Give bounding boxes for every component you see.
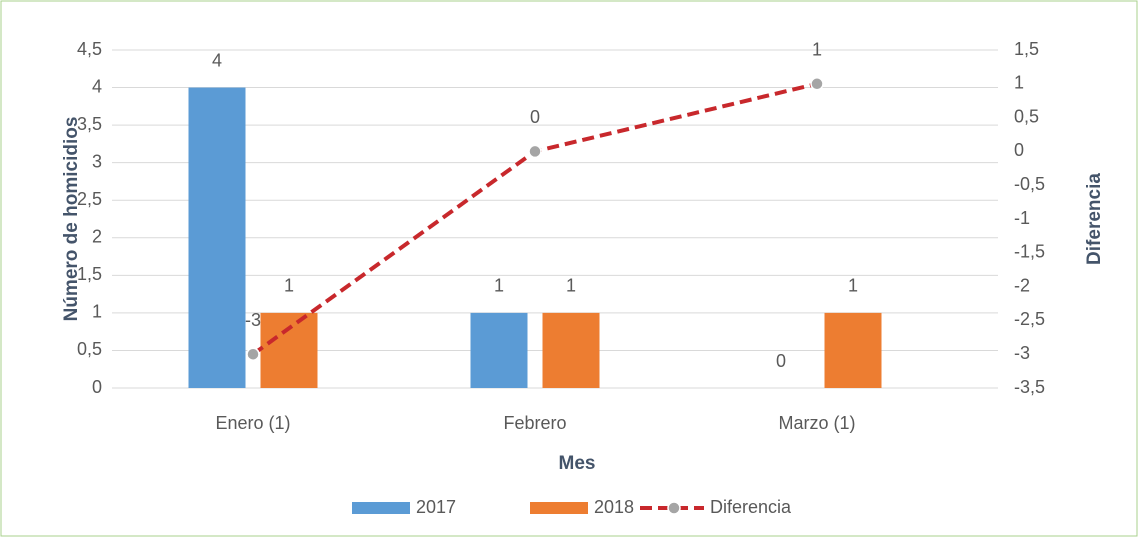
- data-label: 1: [494, 276, 504, 296]
- y2-axis-title: Diferencia: [1084, 173, 1105, 265]
- y2-tick-label: -2: [1014, 275, 1030, 295]
- data-label: 1: [566, 276, 576, 296]
- legend-label: 2017: [416, 497, 456, 517]
- x-tick-label: Febrero: [503, 413, 566, 433]
- y-tick-label: 0,5: [77, 339, 102, 359]
- y2-tick-label: 0: [1014, 140, 1024, 160]
- legend-label: Diferencia: [710, 497, 792, 517]
- y2-tick-label: 1: [1014, 73, 1024, 93]
- data-label: 1: [848, 276, 858, 296]
- y2-tick-label: -3,5: [1014, 377, 1045, 397]
- bar: [260, 312, 318, 388]
- y2-tick-label: -0,5: [1014, 174, 1045, 194]
- data-label: -3: [245, 310, 261, 330]
- y-tick-label: 3,5: [77, 114, 102, 134]
- data-label: 1: [284, 276, 294, 296]
- y-tick-label: 3: [92, 151, 102, 171]
- legend-marker: [667, 501, 681, 515]
- line-marker: [810, 77, 824, 91]
- x-tick-label: Marzo (1): [778, 413, 855, 433]
- y-tick-label: 1: [92, 302, 102, 322]
- y-tick-label: 0: [92, 377, 102, 397]
- legend-label: 2018: [594, 497, 634, 517]
- y2-tick-label: -2,5: [1014, 309, 1045, 329]
- y2-tick-label: -3: [1014, 343, 1030, 363]
- y-tick-label: 2: [92, 227, 102, 247]
- x-tick-label: Enero (1): [215, 413, 290, 433]
- bar: [824, 312, 882, 388]
- y-tick-label: 1,5: [77, 264, 102, 284]
- y-tick-label: 2,5: [77, 189, 102, 209]
- y-axis-title: Número de homicidios: [61, 117, 82, 322]
- line-marker: [528, 144, 542, 159]
- legend-swatch: [530, 502, 588, 514]
- data-label: 0: [530, 107, 540, 127]
- legend-swatch: [352, 502, 410, 514]
- y-tick-label: 4: [92, 76, 102, 96]
- bar: [470, 312, 528, 388]
- line-marker: [246, 347, 260, 361]
- y2-tick-label: 0,5: [1014, 106, 1039, 126]
- y2-tick-label: 1,5: [1014, 39, 1039, 59]
- data-label: 4: [212, 50, 222, 70]
- y2-tick-label: -1,5: [1014, 242, 1045, 262]
- bar: [542, 312, 600, 388]
- y-tick-label: 4,5: [77, 39, 102, 59]
- x-axis-title: Mes: [559, 453, 596, 474]
- data-label: 1: [812, 40, 822, 60]
- y2-tick-label: -1: [1014, 208, 1030, 228]
- data-label: 0: [776, 351, 786, 371]
- bar: [188, 87, 246, 389]
